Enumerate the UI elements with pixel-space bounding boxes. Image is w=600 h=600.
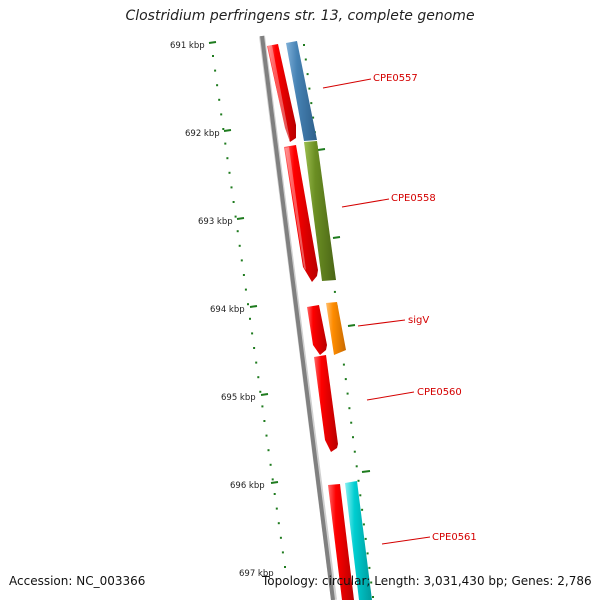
tick-mark xyxy=(223,129,232,132)
tick-label: 692 kbp xyxy=(185,129,220,139)
ruler-dot xyxy=(284,566,286,568)
tick-mark xyxy=(208,41,217,44)
tick-label: 691 kbp xyxy=(170,41,205,51)
ruler-dot xyxy=(312,116,315,119)
ruler-dot xyxy=(362,523,365,526)
ruler-dot xyxy=(342,363,345,366)
ruler-dot xyxy=(240,259,243,262)
tick-mark xyxy=(236,217,245,220)
ruler-dot xyxy=(361,508,364,511)
cds-gene-CPE0560[interactable] xyxy=(314,355,338,452)
ruler-dot xyxy=(242,274,245,276)
cds-gene-CPE0557[interactable] xyxy=(267,44,296,142)
ruler-dot xyxy=(368,566,371,569)
left-dotted-ruler xyxy=(212,55,286,568)
gene-CPE0557[interactable] xyxy=(286,41,317,141)
tick-mark xyxy=(249,305,258,308)
ruler-dot xyxy=(224,142,227,145)
ruler-dot xyxy=(263,420,266,422)
tick-mark xyxy=(260,393,269,396)
gene-label-CPE0557[interactable]: CPE0557 xyxy=(373,73,418,84)
gene-label-sigV[interactable]: sigV xyxy=(408,315,429,326)
cds-strand xyxy=(267,44,354,600)
gene-CPE0558[interactable] xyxy=(304,141,336,281)
ruler-dot xyxy=(352,436,354,439)
cds-gene-CPE0558[interactable] xyxy=(284,145,318,282)
ruler-dot xyxy=(303,44,305,46)
ruler-dot xyxy=(304,58,307,61)
accession-text: Accession: NC_003366 xyxy=(9,574,146,588)
map-title: Clostridium perfringens str. 13, complet… xyxy=(125,8,475,24)
tick-mark xyxy=(270,481,279,484)
gene-features xyxy=(268,41,372,600)
ruler-dot xyxy=(244,288,247,291)
tick-label: 695 kbp xyxy=(221,393,256,403)
ruler-dot xyxy=(306,73,309,76)
ruler-dot xyxy=(310,102,313,105)
ruler-dot xyxy=(255,361,258,364)
ruler-dot xyxy=(269,463,272,466)
cds-gene-CPE0561[interactable] xyxy=(328,484,354,600)
tick-label: 697 kbp xyxy=(239,569,274,579)
ruler-dot xyxy=(212,55,214,57)
ruler-dot xyxy=(218,98,221,101)
ruler-dot xyxy=(214,69,217,72)
gene-CPE0561[interactable] xyxy=(345,481,372,600)
right-ruler-ticks xyxy=(317,148,371,473)
kbp-ticks: 691 kbp 692 kbp 693 kbp 694 kbp 695 kbp … xyxy=(170,41,279,579)
ruler-dot xyxy=(364,537,367,540)
cds-gene-sigV[interactable] xyxy=(307,305,327,355)
gene-label-CPE0558[interactable]: CPE0558 xyxy=(391,193,436,204)
ruler-dot xyxy=(346,392,349,395)
ruler-dot xyxy=(277,522,280,525)
ruler-dot xyxy=(350,421,353,424)
ruler-dot xyxy=(267,449,270,452)
ruler-dot xyxy=(348,407,351,410)
topology-text: Topology: circular; Length: 3,031,430 bp… xyxy=(262,574,592,588)
ruler-dot xyxy=(249,317,251,320)
ruler-dot xyxy=(370,581,373,584)
gene-label-CPE0561[interactable]: CPE0561 xyxy=(432,532,477,543)
ruler-dot xyxy=(372,596,374,598)
ruler-dot xyxy=(236,230,239,233)
gene-sigV[interactable] xyxy=(326,302,346,355)
ruler-dot xyxy=(247,303,249,306)
ruler-dot xyxy=(355,465,358,468)
gene-labels: CPE0557 CPE0558 sigV CPE0560 CPE0561 xyxy=(322,73,477,545)
ruler-dot xyxy=(238,244,241,247)
ruler-dot xyxy=(220,113,223,116)
ruler-dot xyxy=(216,84,219,87)
ruler-dot xyxy=(308,87,311,90)
ruler-dot xyxy=(353,450,356,453)
ruler-dot xyxy=(257,376,260,379)
ruler-dot xyxy=(366,552,369,555)
ruler-dot xyxy=(273,493,276,495)
ruler-dot xyxy=(265,434,268,437)
ruler-dot xyxy=(271,478,274,481)
ruler-dot xyxy=(275,507,278,510)
ruler-dot xyxy=(359,494,362,497)
ruler-dot xyxy=(253,347,256,349)
ruler-dot xyxy=(261,405,264,408)
ruler-dot xyxy=(230,186,233,189)
ruler-dot xyxy=(281,551,284,554)
ruler-dot xyxy=(232,201,235,203)
tick-label: 693 kbp xyxy=(198,217,233,227)
ruler-dot xyxy=(344,378,347,381)
ruler-dot xyxy=(357,479,360,482)
ruler-dot xyxy=(234,215,237,218)
ruler-dot xyxy=(251,332,254,335)
tick-label: 694 kbp xyxy=(210,305,245,315)
genome-backbone xyxy=(260,35,335,600)
ruler-dot xyxy=(228,171,231,174)
gene-label-CPE0560[interactable]: CPE0560 xyxy=(417,387,462,398)
ruler-dot xyxy=(226,157,229,160)
tick-label: 696 kbp xyxy=(230,481,265,491)
ruler-dot xyxy=(333,290,336,293)
ruler-dot xyxy=(222,128,225,130)
ruler-dot xyxy=(259,390,262,393)
ruler-dot xyxy=(279,536,282,539)
